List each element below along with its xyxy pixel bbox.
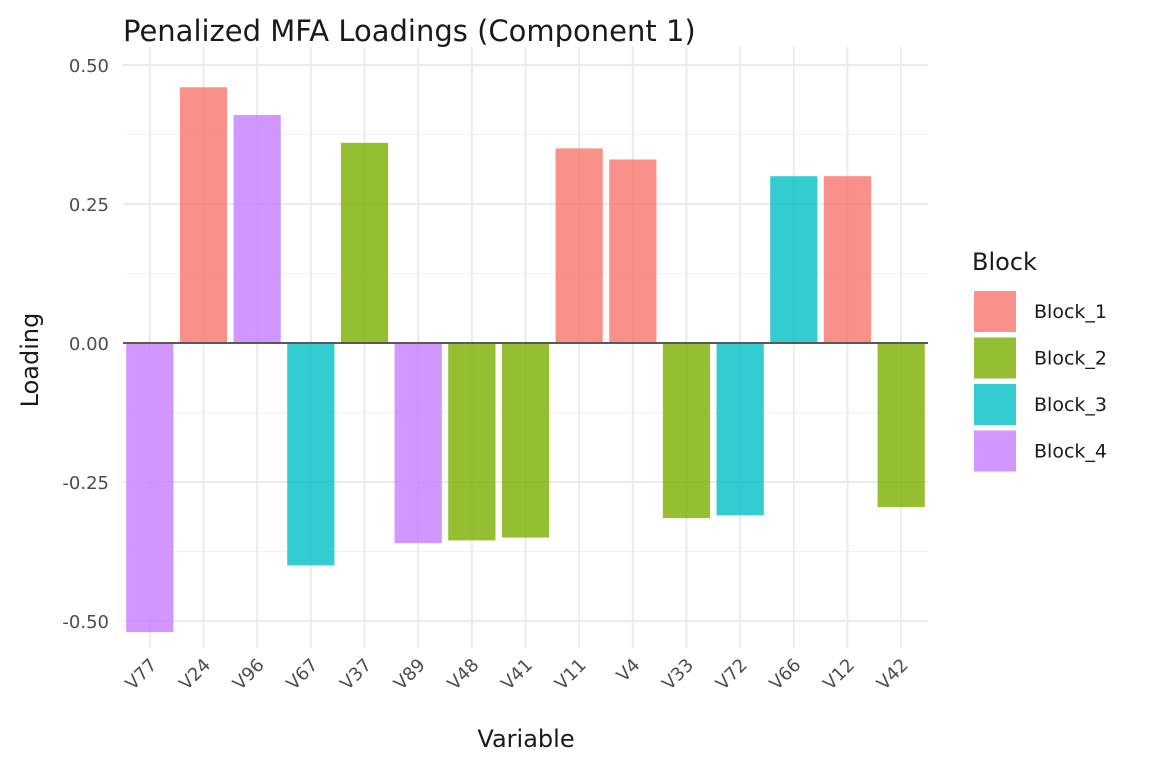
y-tick-label: -0.25 [62, 473, 109, 494]
x-tick-label: V67 [283, 655, 323, 695]
y-tick-label: 0.00 [69, 334, 109, 355]
bar-v33 [662, 343, 711, 519]
x-tick-label: V72 [712, 655, 752, 695]
bar-v11 [555, 148, 603, 343]
legend-swatch-block_2 [974, 337, 1016, 379]
bar-v48 [448, 343, 496, 541]
y-tick-label: 0.25 [69, 195, 109, 216]
y-tick-label: 0.50 [69, 56, 109, 77]
legend-label: Block_3 [1034, 394, 1107, 416]
bar-v37 [340, 142, 389, 343]
bar-v77 [126, 343, 174, 633]
bar-v72 [716, 343, 764, 516]
x-tick-label: V66 [766, 655, 806, 695]
legend-swatch-block_4 [974, 430, 1016, 472]
x-tick-label: V48 [444, 655, 484, 695]
x-tick-label: V42 [873, 655, 913, 695]
y-tick-label: -0.50 [62, 612, 109, 633]
bar-v41 [501, 343, 550, 538]
bar-v42 [877, 343, 925, 508]
legend: Block Block_1 Block_2 Block_3 Block_4 [972, 248, 1107, 472]
legend-label: Block_4 [1034, 441, 1107, 463]
legend-swatch-block_3 [974, 384, 1016, 425]
x-tick-label: V33 [658, 655, 698, 695]
x-tick-label: V24 [175, 655, 215, 695]
x-tick-label: V89 [390, 655, 430, 695]
x-tick-label: V12 [819, 655, 859, 695]
bar-v12 [823, 176, 872, 343]
bar-v67 [287, 343, 335, 566]
y-axis-title: Loading [16, 313, 44, 408]
x-tick-label: V77 [122, 655, 162, 695]
x-tick-label: V37 [336, 655, 376, 695]
x-tick-label: V11 [551, 655, 591, 695]
x-tick-label: V4 [613, 655, 645, 687]
x-axis-title: Variable [477, 725, 574, 753]
x-tick-label: V96 [229, 655, 269, 695]
y-axis-ticks: 0.50 0.25 0.00 -0.25 -0.50 [62, 56, 109, 633]
legend-swatch-block_1 [974, 291, 1016, 332]
legend-title: Block [972, 248, 1037, 276]
bar-v96 [233, 115, 281, 343]
bar-v66 [770, 176, 818, 343]
chart-title: Penalized MFA Loadings (Component 1) [123, 14, 696, 48]
x-tick-label: V41 [497, 655, 537, 695]
bar-v24 [179, 87, 228, 344]
bar-v89 [394, 343, 442, 544]
bar-v4 [609, 159, 657, 343]
legend-label: Block_1 [1034, 301, 1107, 323]
legend-label: Block_2 [1034, 348, 1107, 370]
x-axis-ticks: V77 V24 V96 V67 V37 V89 V48 V41 V11 V4 V33 V72 V66 V1… [122, 655, 913, 695]
bars [126, 87, 925, 633]
